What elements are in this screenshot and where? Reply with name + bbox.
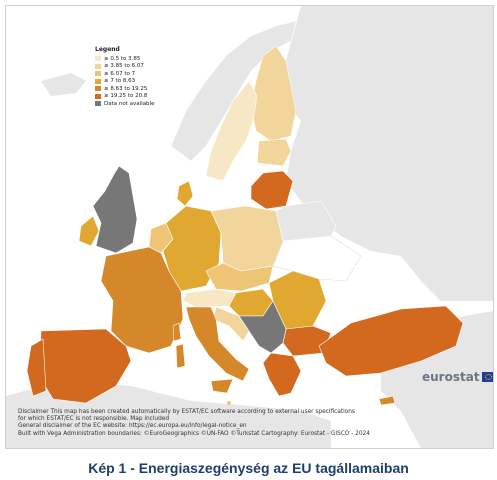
country-denmark <box>176 180 194 207</box>
disclaimer-line: Built with Vega Administration boundarie… <box>18 430 370 437</box>
legend-item: ≥ 6.07 to 7 <box>95 70 154 78</box>
legend-swatch <box>95 86 101 92</box>
legend-item: ≥ 0.5 to 3.85 <box>95 55 154 63</box>
legend-label: ≥ 6.07 to 7 <box>104 70 136 77</box>
legend-swatch <box>95 93 101 99</box>
disclaimer-line: General disclaimer of the EC website: ht… <box>18 423 247 430</box>
country-malta <box>227 401 231 405</box>
country-italy-sicily <box>210 378 234 394</box>
map-disclaimer: Disclaimer This map has been created aut… <box>18 409 418 438</box>
legend-label: ≥ 8.63 to 19.25 <box>104 85 148 92</box>
disclaimer-line: for which ESTAT/EC is not responsible. M… <box>18 416 170 423</box>
eu-flag-icon <box>481 372 493 382</box>
legend-swatch <box>95 63 101 69</box>
country-france <box>100 246 184 354</box>
country-lithuania <box>250 170 294 210</box>
eurostat-logo-text: eurostat <box>422 370 480 384</box>
legend-label: Data not available <box>104 100 155 107</box>
map-legend: Legend ≥ 0.5 to 3.85 ≥ 3.85 to 6.07 ≥ 6.… <box>95 46 154 108</box>
country-sweden <box>205 80 258 182</box>
country-czechia-slovakia <box>205 262 274 292</box>
legend-label: ≥ 19.25 to 20.8 <box>104 93 148 100</box>
legend-swatch <box>95 78 101 84</box>
legend-label: ≥ 3.85 to 6.07 <box>104 63 144 70</box>
legend-item: ≥ 19.25 to 20.8 <box>95 93 154 101</box>
legend-swatch <box>95 101 101 107</box>
legend-item: ≥ 7 to 8.63 <box>95 78 154 86</box>
country-united-kingdom <box>92 165 138 254</box>
country-baltics <box>256 138 292 167</box>
country-italy-sardinia <box>175 343 186 369</box>
legend-item: Data not available <box>95 100 154 108</box>
legend-title: Legend <box>95 46 120 53</box>
ukraine-region <box>272 235 362 282</box>
eurostat-logo: eurostat <box>422 370 493 384</box>
country-cyprus <box>378 395 396 406</box>
legend-item: ≥ 3.85 to 6.07 <box>95 63 154 71</box>
legend-label: ≥ 0.5 to 3.85 <box>104 55 141 62</box>
legend-item: ≥ 8.63 to 19.25 <box>95 85 154 93</box>
country-france-corsica <box>172 322 182 342</box>
legend-swatch <box>95 56 101 62</box>
iceland <box>41 73 86 96</box>
belarus-region <box>275 200 337 242</box>
country-italy <box>185 306 250 382</box>
disclaimer-line: Disclaimer This map has been created aut… <box>18 409 355 415</box>
country-finland <box>250 45 297 142</box>
legend-label: ≥ 7 to 8.63 <box>104 78 136 85</box>
country-turkey <box>318 305 464 377</box>
country-greece <box>262 352 302 397</box>
country-portugal <box>26 338 47 397</box>
figure-caption: Kép 1 - Energiaszegénység az EU tagállam… <box>88 460 409 476</box>
map-frame: Legend ≥ 0.5 to 3.85 ≥ 3.85 to 6.07 ≥ 6.… <box>5 5 494 449</box>
legend-swatch <box>95 71 101 77</box>
country-germany <box>162 205 222 292</box>
europe-map <box>6 6 493 448</box>
country-western-balkans <box>238 300 287 354</box>
country-ireland <box>78 215 100 247</box>
